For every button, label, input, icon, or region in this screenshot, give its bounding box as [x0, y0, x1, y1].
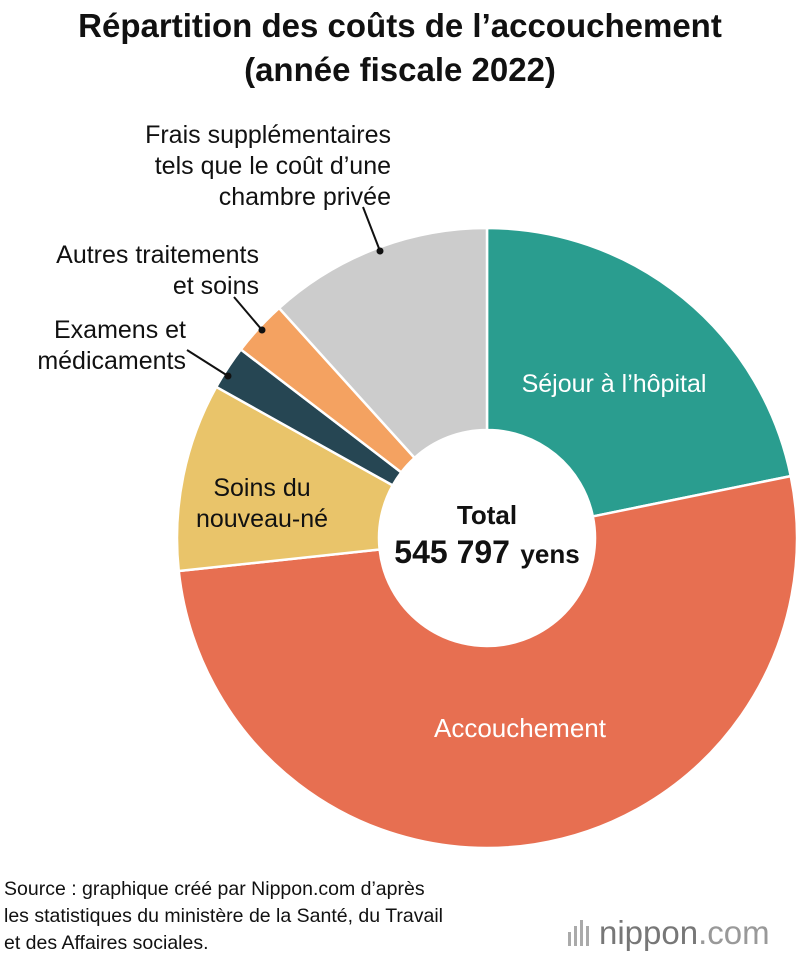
chart-title: Répartition des coûts de l’accouchement …: [0, 4, 800, 92]
center-total-number: 545 797: [394, 534, 510, 570]
source-line-2: les statistiques du ministère de la Sant…: [4, 905, 443, 927]
leader-line-autres-traitements-et-soins: [233, 296, 263, 331]
nippon-logo-bars-icon: [568, 920, 589, 946]
slice-labels: Séjour à l’hôpital Accouchement Soins du no…: [37, 121, 706, 743]
center-total-label: Total: [457, 500, 517, 530]
slice-label-examens-et-medicaments: Examens et médicaments: [37, 316, 186, 375]
slice-label-soins-du-nouveau-ne: Soins du nouveau-né: [196, 474, 328, 533]
leader-dot-autres-traitements-et-soins: [258, 326, 266, 334]
slice-soins-du-nouveau-ne: [175, 385, 395, 573]
leader-line-frais-supplementaires-tels-que-le-cout-d-une-chambre-privee: [362, 206, 381, 252]
donut-chart: Séjour à l’hôpital Accouchement Soins du no…: [37, 121, 799, 850]
slice-sejour-a-l-hopital: [485, 226, 793, 518]
logo-domain: .com: [698, 914, 770, 951]
chart-title-line-1: Répartition des coûts de l’accouchement: [78, 7, 722, 44]
slice-label-frais-supplementaires-tels-que-le-cout-d-une-chambre-privee: Frais supplémentaires tels que le coût d’…: [145, 121, 391, 211]
donut-slices: [175, 226, 799, 850]
source-line-1: Source : graphique créé par Nippon.com d…: [4, 878, 425, 900]
slice-label-autres-traitements-et-soins: Autres traitements et soins: [56, 241, 259, 300]
nippon-logo: nippon .com: [568, 914, 770, 952]
leader-line-examens-et-medicaments: [186, 349, 229, 377]
leader-dot-frais-supplementaires-tels-que-le-cout-d-une-chambre-privee: [376, 247, 384, 255]
slice-label-sejour-a-l-hopital: Séjour à l’hôpital: [522, 370, 707, 398]
slice-label-accouchement: Accouchement: [434, 713, 607, 743]
leader-dot-examens-et-medicaments: [224, 372, 232, 380]
logo-name: nippon: [599, 914, 699, 951]
slice-accouchement: [177, 474, 799, 850]
slice-frais-supplementaires-tels-que-le-cout-d-une-chambre-privee: [277, 226, 489, 460]
chart-title-line-2: (année fiscale 2022): [244, 51, 556, 88]
source-line-3: et des Affaires sociales.: [4, 932, 209, 954]
center-total-unit: yens: [520, 539, 579, 569]
source-note: Source : graphique créé par Nippon.com d…: [4, 876, 443, 957]
center-total-value: 545 797 yens: [394, 534, 579, 570]
leader-lines: [186, 206, 384, 380]
